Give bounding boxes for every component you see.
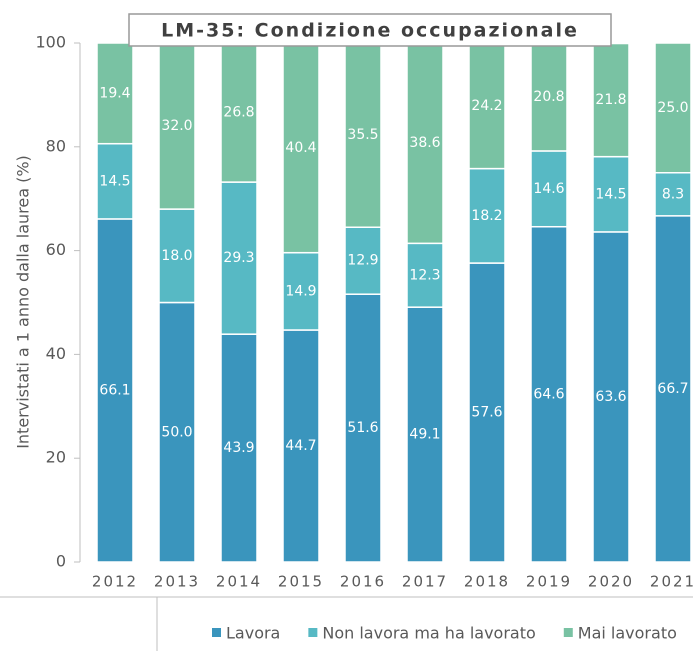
bar-segment: [220, 181, 258, 335]
bar-segment: [96, 142, 134, 220]
value-label: 66.7: [657, 381, 688, 397]
x-tick-label: 2017: [402, 573, 448, 591]
value-label: 12.3: [409, 267, 440, 283]
bar-segment: [592, 231, 630, 563]
value-label: 63.6: [595, 389, 626, 405]
value-label: 14.6: [533, 181, 564, 197]
legend-swatch: [563, 628, 573, 637]
value-label: 38.6: [409, 135, 440, 151]
value-label: 14.9: [285, 283, 316, 299]
value-label: 18.2: [471, 208, 502, 224]
chart-title: LM-35: Condizione occupazionale: [161, 20, 579, 42]
x-tick-label: 2018: [464, 573, 510, 591]
value-label: 32.0: [161, 118, 192, 134]
value-label: 57.6: [471, 405, 502, 421]
bar-segment: [158, 208, 196, 304]
bar-segment: [406, 242, 444, 308]
y-tick-label: 60: [46, 240, 66, 259]
value-label: 18.0: [161, 248, 192, 264]
legend-label: Non lavora ma ha lavorato: [322, 624, 535, 643]
value-label: 19.4: [99, 85, 130, 101]
bar-segment: [344, 226, 382, 295]
bar-segment: [530, 42, 568, 152]
legend-label: Mai lavorato: [578, 624, 677, 643]
value-label: 35.5: [347, 127, 378, 143]
bar-segment: [344, 42, 382, 228]
value-label: 21.8: [595, 92, 626, 108]
bar-segment: [282, 251, 320, 331]
value-label: 14.5: [99, 173, 130, 189]
value-label: 64.6: [533, 386, 564, 402]
value-label: 50.0: [161, 424, 192, 440]
legend-swatch: [308, 628, 318, 637]
y-tick-label: 100: [35, 33, 66, 52]
legend: Lavora Non lavora ma ha lavorato Mai lavor…: [212, 624, 677, 643]
x-tick-label: 2012: [92, 573, 138, 591]
value-label: 29.3: [223, 250, 254, 266]
x-tick-label: 2020: [588, 573, 634, 591]
bar-segment: [654, 215, 692, 563]
bar-segment: [654, 172, 692, 217]
bar-segment: [530, 150, 568, 228]
value-label: 26.8: [223, 105, 254, 121]
value-label: 20.8: [533, 89, 564, 105]
bar-segment: [406, 42, 444, 245]
plot-area: 0 20 40 60 80 100 2012 66.1 14.5 19.4 2013 50.0 18.0…: [35, 33, 693, 591]
bar-segment: [158, 301, 196, 563]
bar-segment: [220, 333, 258, 563]
value-label: 14.5: [595, 186, 626, 202]
legend-label: Lavora: [226, 624, 280, 643]
value-label: 66.1: [99, 382, 130, 398]
value-label: 49.1: [409, 427, 440, 443]
y-tick-label: 80: [46, 136, 66, 155]
x-tick-label: 2013: [154, 573, 200, 591]
bar-segment: [344, 293, 382, 563]
bar-segment: [530, 225, 568, 563]
bar-segment: [654, 42, 692, 174]
value-label: 40.4: [285, 140, 316, 156]
x-tick-label: 2019: [526, 573, 572, 591]
bar-segment: [282, 329, 320, 563]
value-label: 44.7: [285, 438, 316, 454]
value-label: 24.2: [471, 98, 502, 114]
x-tick-label: 2015: [278, 573, 324, 591]
bar-segment: [406, 306, 444, 563]
bar-segment: [96, 218, 134, 563]
bar-segment: [468, 42, 506, 170]
x-tick-label: 2021: [650, 573, 693, 591]
title-box: [128, 13, 612, 47]
x-tick-label: 2016: [340, 573, 386, 591]
value-label: 12.9: [347, 253, 378, 269]
y-axis-label: Intervistati a 1 anno dalla laurea (%): [14, 155, 33, 449]
value-label: 43.9: [223, 440, 254, 456]
y-tick-label: 40: [46, 344, 66, 363]
bar-segment: [468, 167, 506, 264]
legend-swatch: [212, 628, 221, 637]
value-label: 51.6: [347, 420, 378, 436]
bar-segment: [96, 42, 134, 145]
value-label: 25.0: [657, 100, 688, 116]
value-label: 8.3: [662, 186, 684, 202]
bar-segment: [158, 42, 196, 210]
bar-segment: [282, 42, 320, 254]
y-tick-label: 20: [46, 448, 66, 467]
x-tick-label: 2014: [216, 573, 262, 591]
bar-segment: [220, 42, 258, 183]
y-tick-label: 0: [56, 552, 66, 571]
